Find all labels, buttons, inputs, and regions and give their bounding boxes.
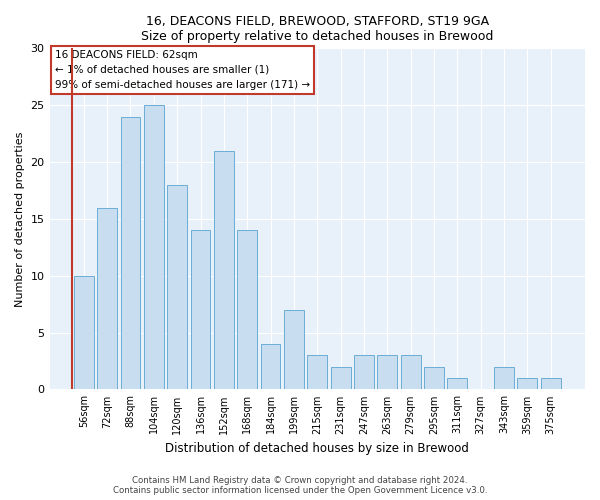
Bar (238, 230, 257, 390)
Bar (144, 105, 164, 390)
X-axis label: Distribution of detached houses by size in Brewood: Distribution of detached houses by size … (166, 442, 469, 455)
Text: 16 DEACONS FIELD: 62sqm
← 1% of detached houses are smaller (1)
99% of semi-deta: 16 DEACONS FIELD: 62sqm ← 1% of detached… (55, 50, 310, 90)
Bar (541, 378, 560, 390)
Bar (260, 344, 280, 390)
Bar (401, 356, 421, 390)
Bar (121, 116, 140, 390)
Bar (74, 276, 94, 390)
Bar (517, 378, 538, 390)
Text: Contains HM Land Registry data © Crown copyright and database right 2024.
Contai: Contains HM Land Registry data © Crown c… (113, 476, 487, 495)
Bar (97, 208, 117, 390)
Bar (448, 378, 467, 390)
Bar (307, 356, 327, 390)
Bar (284, 310, 304, 390)
Y-axis label: Number of detached properties: Number of detached properties (15, 131, 25, 306)
Bar (354, 356, 374, 390)
Title: 16, DEACONS FIELD, BREWOOD, STAFFORD, ST19 9GA
Size of property relative to deta: 16, DEACONS FIELD, BREWOOD, STAFFORD, ST… (141, 15, 493, 43)
Bar (331, 366, 350, 390)
Bar (167, 185, 187, 390)
Bar (191, 230, 211, 390)
Bar (494, 366, 514, 390)
Bar (424, 366, 444, 390)
Bar (214, 150, 234, 390)
Bar (377, 356, 397, 390)
